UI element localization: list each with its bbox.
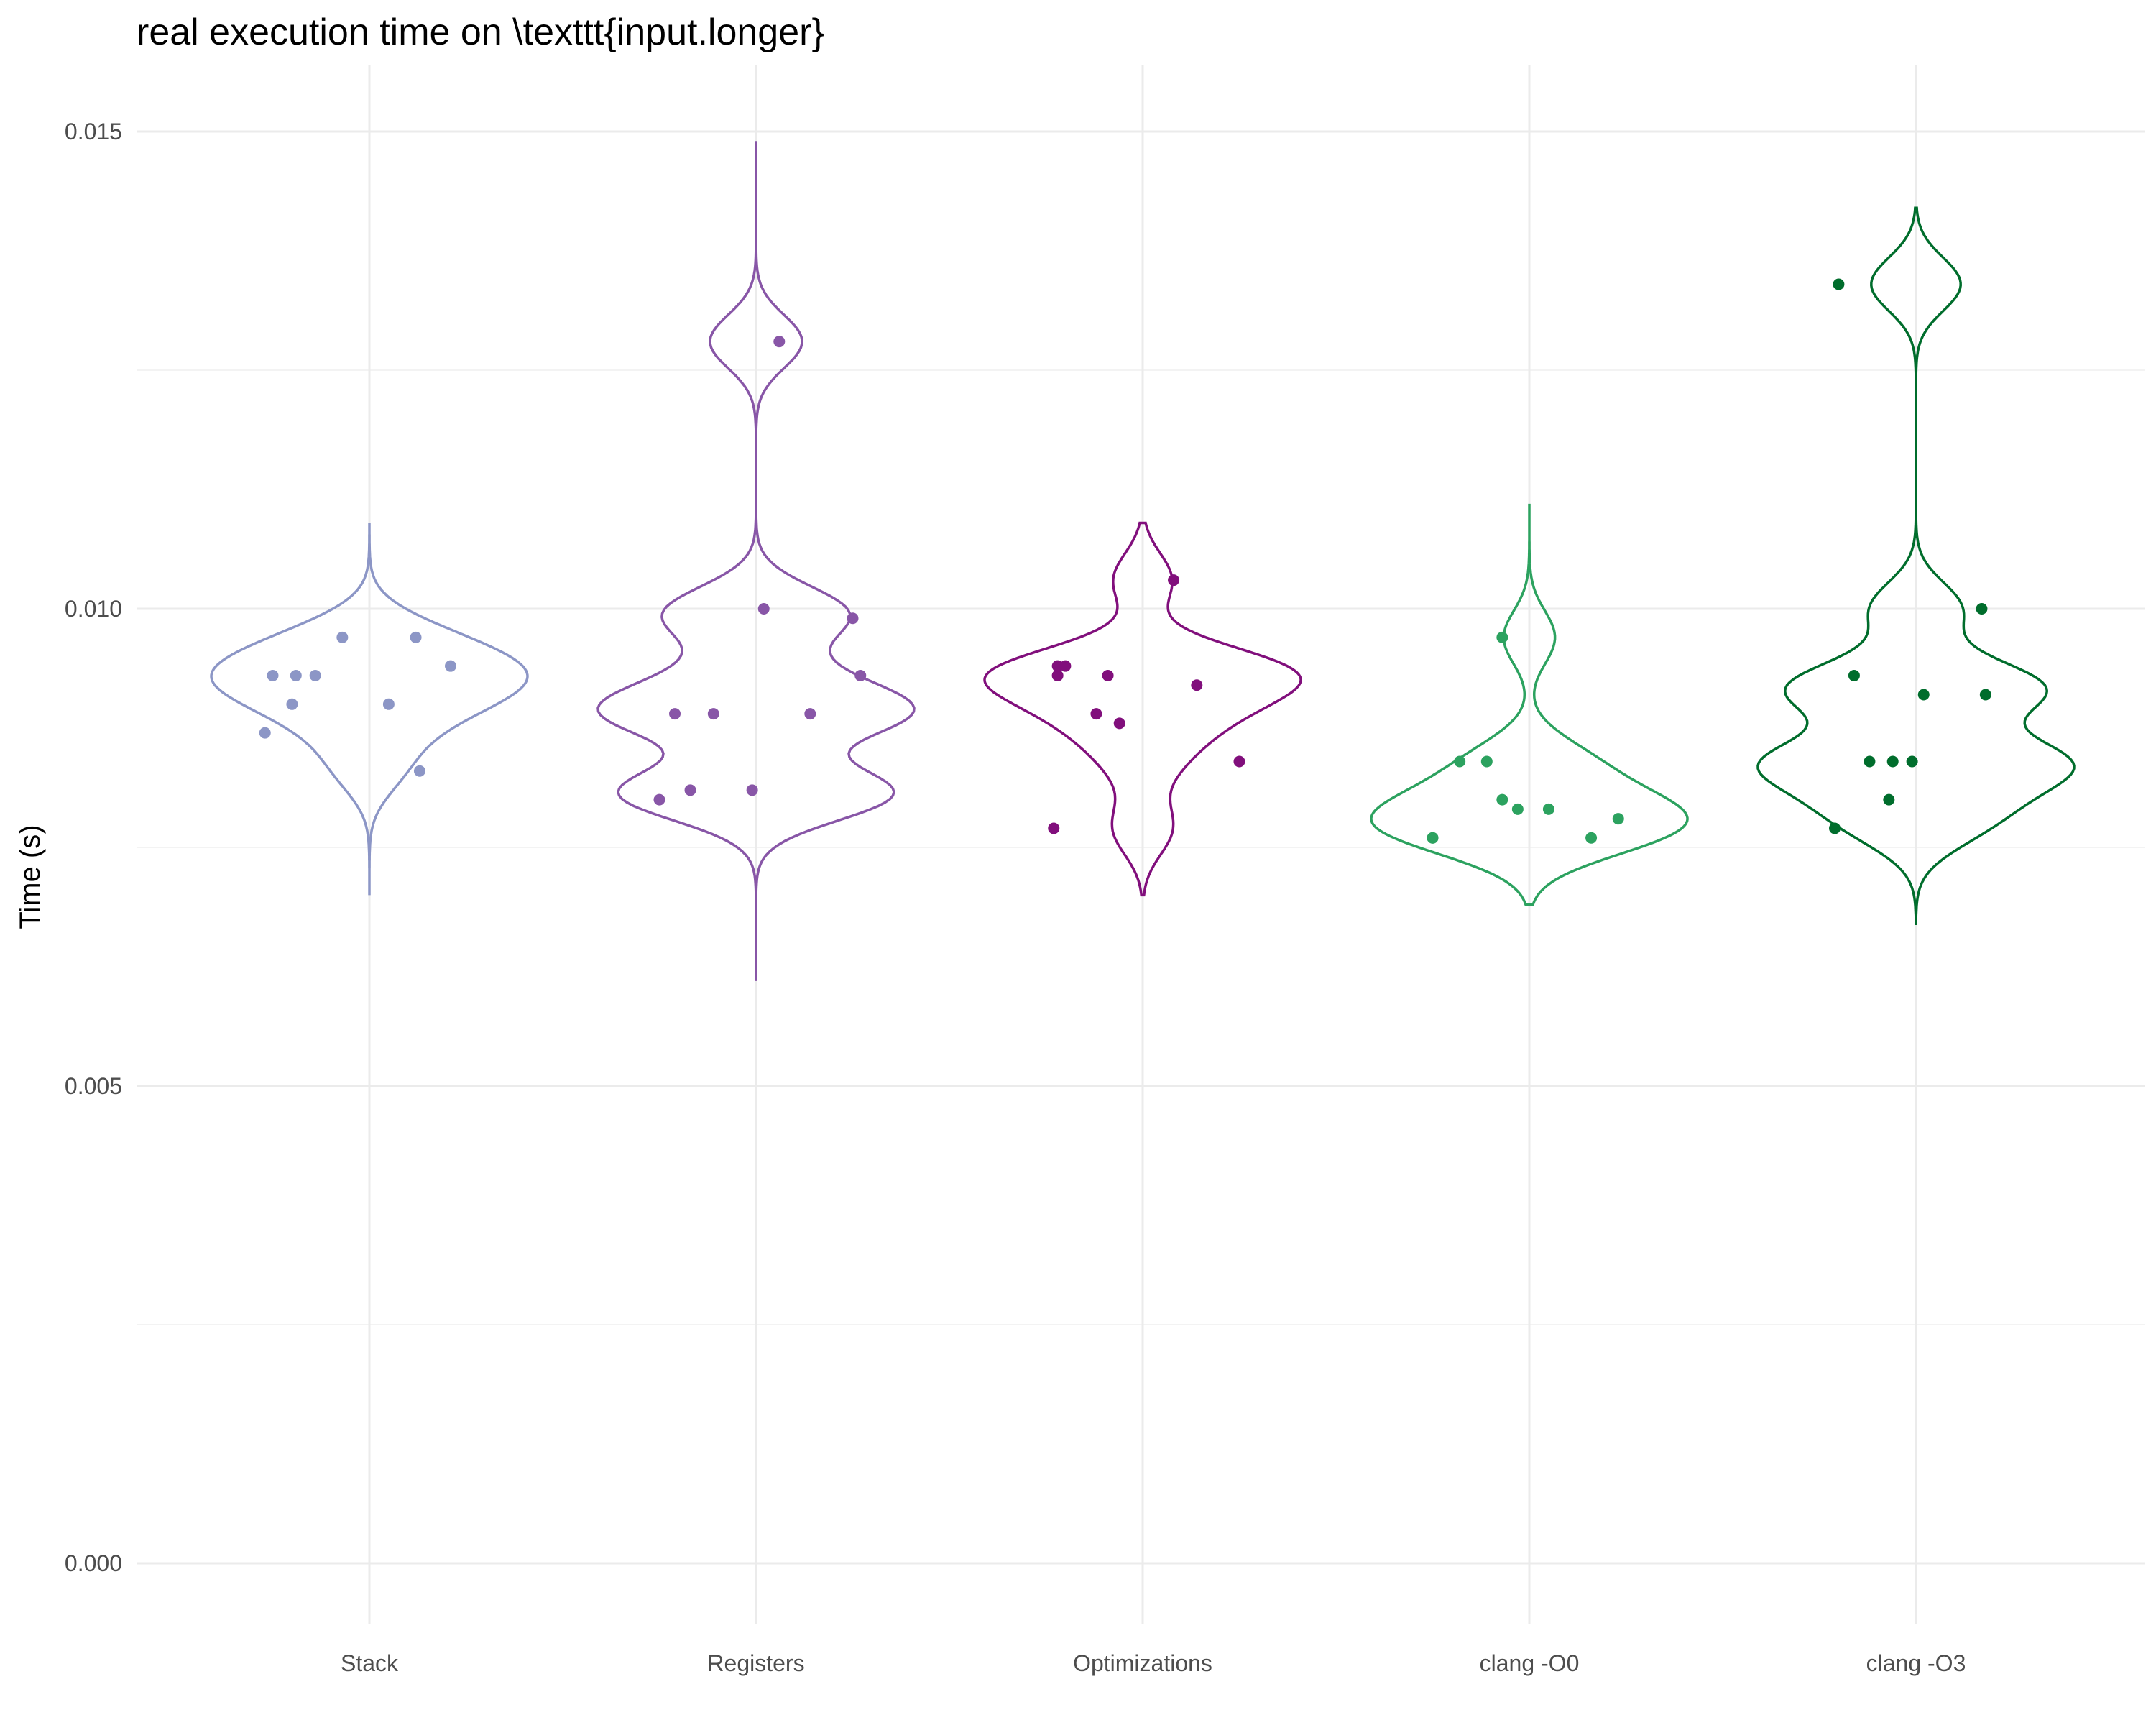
- data-point: [1168, 574, 1180, 586]
- y-tick-label: 0.000: [65, 1550, 122, 1576]
- data-point: [1090, 708, 1102, 720]
- data-point: [847, 612, 859, 625]
- data-point: [1612, 813, 1624, 825]
- data-point: [804, 708, 816, 720]
- data-point: [336, 631, 349, 643]
- data-point: [1886, 755, 1899, 768]
- data-point: [1864, 755, 1876, 768]
- data-point: [1051, 669, 1064, 681]
- data-point: [1833, 278, 1845, 290]
- x-tick-label: clang -O3: [1866, 1650, 1966, 1676]
- data-point: [1848, 669, 1860, 681]
- data-point: [773, 336, 786, 348]
- violin-registers: [596, 141, 916, 981]
- x-tick-label: Registers: [707, 1650, 804, 1676]
- x-tick-label: Stack: [341, 1650, 399, 1676]
- data-point: [1542, 803, 1554, 815]
- data-point: [290, 669, 302, 681]
- data-point: [653, 794, 665, 806]
- data-point: [1113, 717, 1125, 730]
- y-tick-label: 0.015: [65, 119, 122, 144]
- y-axis-label: Time (s): [14, 824, 46, 929]
- data-point: [854, 669, 867, 681]
- data-point: [669, 708, 681, 720]
- data-point: [1454, 755, 1466, 768]
- violins: [210, 141, 2076, 981]
- data-point: [1102, 669, 1114, 681]
- chart-title: real execution time on \texttt{input.lon…: [137, 12, 824, 53]
- data-point: [1883, 794, 1895, 806]
- y-tick-labels: 0.000 0.005 0.010 0.015: [65, 119, 122, 1576]
- data-point: [1917, 689, 1930, 701]
- data-point: [410, 631, 422, 643]
- x-tick-label: Optimizations: [1073, 1650, 1212, 1676]
- data-point: [259, 727, 271, 739]
- data-point: [1511, 803, 1524, 815]
- x-tick-label: clang -O0: [1480, 1650, 1580, 1676]
- data-point: [1048, 822, 1060, 834]
- y-tick-label: 0.005: [65, 1073, 122, 1099]
- data-point: [757, 603, 770, 615]
- data-point: [1979, 689, 1991, 701]
- data-point: [746, 784, 758, 796]
- violin-stack: [210, 523, 529, 896]
- violin-clang-o3: [1756, 206, 2076, 925]
- data-point: [1496, 794, 1508, 806]
- data-point: [1427, 832, 1439, 844]
- data-point: [1191, 679, 1203, 691]
- violin-optimizations: [983, 521, 1302, 897]
- y-tick-label: 0.010: [65, 596, 122, 622]
- data-point: [267, 669, 279, 681]
- violin-clang-o0: [1370, 503, 1689, 906]
- data-point: [413, 765, 425, 777]
- data-point: [684, 784, 696, 796]
- data-point: [1233, 755, 1245, 768]
- data-point: [1829, 822, 1841, 834]
- data-points: [259, 278, 1991, 844]
- data-point: [309, 669, 321, 681]
- data-point: [1585, 832, 1598, 844]
- data-point: [1059, 660, 1072, 672]
- data-point: [707, 708, 719, 720]
- data-point: [382, 698, 395, 710]
- grid: [137, 65, 2145, 1624]
- data-point: [1480, 755, 1493, 768]
- data-point: [1976, 603, 1988, 615]
- data-point: [1496, 631, 1508, 643]
- x-tick-labels: Stack Registers Optimizations clang -O0 clan…: [341, 1650, 1966, 1676]
- data-point: [1906, 755, 1918, 768]
- data-point: [286, 698, 298, 710]
- data-point: [444, 660, 456, 672]
